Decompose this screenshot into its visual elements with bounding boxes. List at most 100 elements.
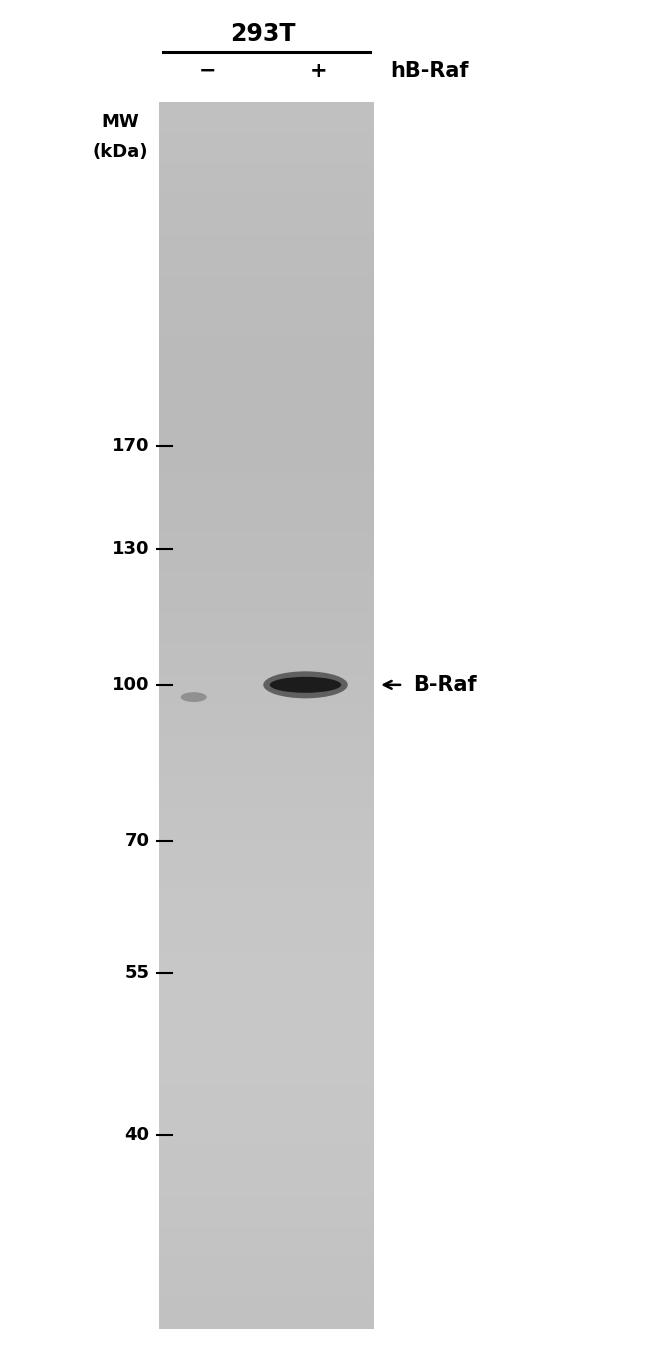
Bar xyxy=(159,337,374,348)
Bar xyxy=(159,737,374,746)
Bar xyxy=(159,674,374,685)
Bar xyxy=(159,398,374,409)
Bar xyxy=(159,143,374,154)
Bar xyxy=(159,920,374,931)
Bar xyxy=(159,102,374,1329)
Text: 100: 100 xyxy=(112,675,150,694)
Bar xyxy=(159,235,374,245)
Bar xyxy=(159,931,374,940)
Bar xyxy=(159,828,374,839)
Bar xyxy=(159,133,374,143)
Bar xyxy=(159,603,374,613)
Bar xyxy=(159,940,374,951)
Bar xyxy=(159,491,374,500)
Bar xyxy=(159,429,374,439)
Bar xyxy=(159,1257,374,1268)
Bar xyxy=(159,419,374,429)
Bar xyxy=(159,1074,374,1083)
Bar xyxy=(159,879,374,889)
Bar xyxy=(159,245,374,255)
Bar xyxy=(159,1288,374,1298)
Bar xyxy=(159,552,374,563)
Text: 40: 40 xyxy=(125,1127,150,1144)
Bar xyxy=(159,1155,374,1166)
Bar xyxy=(159,255,374,265)
Bar xyxy=(159,154,374,163)
Bar xyxy=(159,265,374,276)
Bar xyxy=(159,285,374,296)
Bar xyxy=(159,818,374,828)
Bar xyxy=(159,276,374,285)
Bar xyxy=(159,981,374,992)
Bar xyxy=(159,1002,374,1012)
Bar xyxy=(159,1166,374,1176)
Bar xyxy=(159,868,374,879)
Bar xyxy=(159,1186,374,1196)
Bar xyxy=(159,1318,374,1329)
Bar xyxy=(159,563,374,572)
Bar xyxy=(159,654,374,665)
Bar xyxy=(159,122,374,133)
Bar xyxy=(159,633,374,644)
Bar xyxy=(159,113,374,122)
Text: 55: 55 xyxy=(125,965,150,983)
Bar xyxy=(159,1022,374,1033)
Bar xyxy=(159,1196,374,1207)
Text: +: + xyxy=(309,61,328,80)
Bar xyxy=(159,807,374,818)
Bar xyxy=(159,859,374,868)
Text: −: − xyxy=(200,61,216,80)
Text: hB-Raf: hB-Raf xyxy=(390,61,469,80)
Bar xyxy=(159,1042,374,1053)
Bar xyxy=(159,644,374,654)
Bar xyxy=(159,900,374,909)
Bar xyxy=(159,777,374,787)
Ellipse shape xyxy=(270,677,341,693)
Bar xyxy=(159,204,374,215)
Bar xyxy=(159,1248,374,1257)
Bar xyxy=(159,194,374,204)
Bar xyxy=(159,459,374,470)
Bar xyxy=(159,583,374,593)
Bar xyxy=(159,593,374,603)
Bar xyxy=(159,1176,374,1186)
Bar xyxy=(159,1216,374,1227)
Bar xyxy=(159,296,374,307)
Bar xyxy=(159,798,374,807)
Bar xyxy=(159,961,374,972)
Bar xyxy=(159,368,374,378)
Ellipse shape xyxy=(181,692,207,703)
Bar xyxy=(159,613,374,624)
Bar xyxy=(159,1063,374,1074)
Bar xyxy=(159,542,374,552)
Bar xyxy=(159,1237,374,1248)
Bar xyxy=(159,378,374,389)
Bar xyxy=(159,1268,374,1277)
Bar xyxy=(159,409,374,419)
Bar xyxy=(159,766,374,777)
Bar xyxy=(159,450,374,459)
Text: 130: 130 xyxy=(112,540,150,557)
Bar xyxy=(159,839,374,848)
Bar xyxy=(159,1125,374,1135)
Bar xyxy=(159,224,374,235)
Text: B-Raf: B-Raf xyxy=(413,675,476,694)
Bar xyxy=(159,1277,374,1288)
Bar xyxy=(159,572,374,583)
Bar xyxy=(159,522,374,531)
Bar xyxy=(159,500,374,511)
Bar xyxy=(159,1227,374,1237)
Bar xyxy=(159,624,374,633)
Ellipse shape xyxy=(263,671,348,699)
Text: 293T: 293T xyxy=(231,22,296,46)
Bar xyxy=(159,328,374,337)
Bar xyxy=(159,726,374,737)
Bar xyxy=(159,317,374,328)
Bar xyxy=(159,746,374,757)
Bar xyxy=(159,757,374,766)
Bar xyxy=(159,1094,374,1104)
Bar xyxy=(159,992,374,1002)
Text: 70: 70 xyxy=(125,832,150,849)
Bar xyxy=(159,357,374,368)
Bar xyxy=(159,909,374,920)
